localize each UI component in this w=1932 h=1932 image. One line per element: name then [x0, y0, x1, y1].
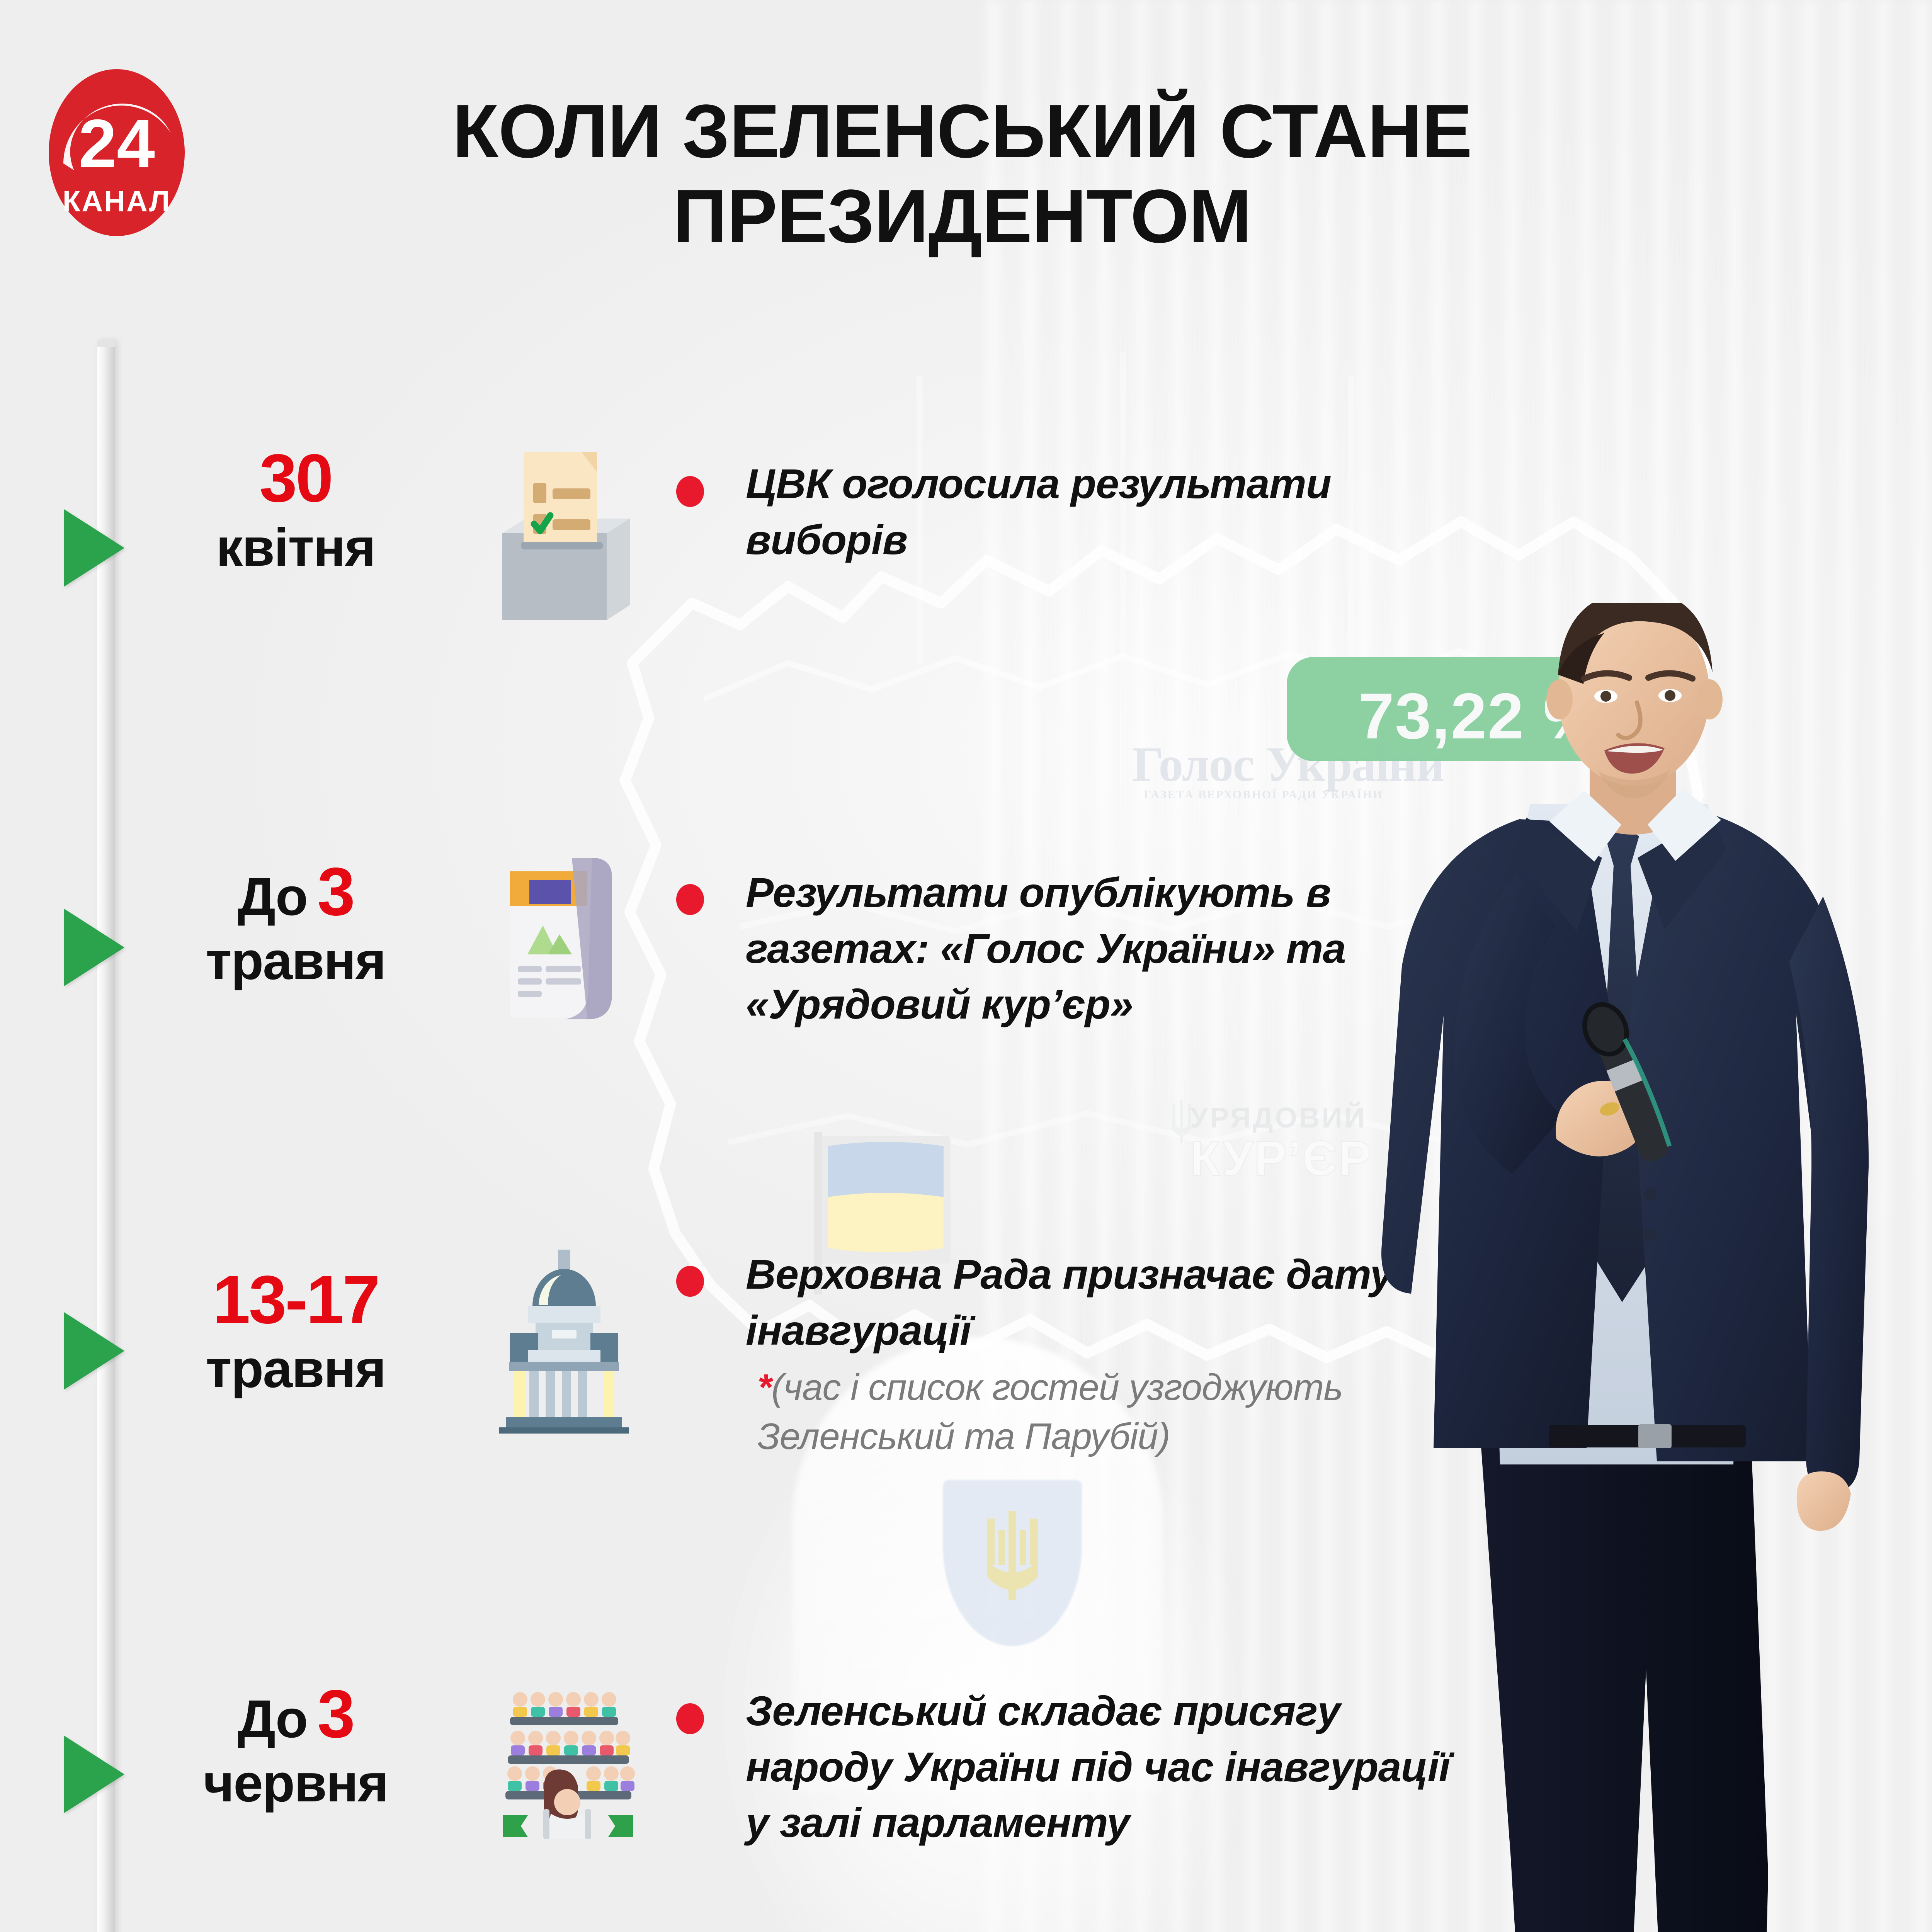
date-month: травня: [206, 931, 386, 991]
date-month: квітня: [216, 518, 376, 577]
bullet-point: [676, 884, 704, 915]
trident-small-icon: [1172, 1100, 1191, 1143]
note-text: (час і список гостей узгоджують Зеленськ…: [757, 1367, 1343, 1457]
date-month: червня: [203, 1753, 389, 1813]
timeline-date-3: 13-17 травня: [155, 1266, 437, 1396]
note-asterisk: *: [757, 1367, 772, 1408]
timeline-description-2: Результати опублікують в газетах: «Голос…: [746, 869, 1346, 1028]
date-number: 30: [259, 440, 333, 516]
logo-word: КАНАЛ: [63, 185, 171, 218]
date-number: 3: [317, 854, 355, 930]
timeline-marker-arrow-icon: [64, 1736, 124, 1813]
trident-emblem-icon: [987, 1511, 1038, 1600]
timeline-date-4: До 3 червня: [155, 1680, 437, 1810]
timeline-rail-cap: [97, 340, 115, 347]
date-month: травня: [206, 1339, 386, 1399]
timeline-marker-arrow-icon: [64, 909, 124, 986]
timeline-description-1: ЦВК оголосила результати виборів: [746, 460, 1332, 563]
date-number: 13-17: [212, 1262, 380, 1338]
bullet-point: [676, 1266, 704, 1297]
newspaper-icon: [510, 858, 612, 1019]
channel-24-logo[interactable]: 24 КАНАЛ: [47, 68, 186, 238]
timeline-note-3: *(час і список гостей узгоджують Зеленсь…: [757, 1363, 1472, 1461]
bullet-point: [676, 476, 704, 507]
timeline-marker-arrow-icon: [64, 1312, 124, 1389]
ukraine-flag-icon: [814, 1132, 951, 1294]
date-prefix: До: [237, 1689, 308, 1749]
ballot-box-icon: [502, 452, 630, 620]
timeline-description-3: Верховна Рада призначає дату інавгурації: [746, 1251, 1393, 1354]
timeline-date-1: 30 квітня: [155, 444, 437, 574]
timeline-marker-arrow-icon: [64, 509, 124, 587]
date-number: 3: [317, 1676, 355, 1752]
page-title: КОЛИ ЗЕЛЕНСЬКИЙ СТАНЕ ПРЕЗИДЕНТОМ: [452, 89, 1473, 259]
bullet-point: [676, 1703, 704, 1734]
logo-number: 24: [78, 105, 155, 182]
date-prefix: До: [237, 867, 308, 927]
zelensky-photo: [1381, 603, 1869, 1932]
timeline-date-2: До 3 травня: [155, 858, 437, 988]
timeline-description-4: Зеленський складає присягу народу Україн…: [746, 1687, 1450, 1846]
parliament-building-icon: [499, 1250, 629, 1434]
assembly-audience-icon: [503, 1692, 635, 1839]
timeline-rail: [97, 340, 115, 1932]
